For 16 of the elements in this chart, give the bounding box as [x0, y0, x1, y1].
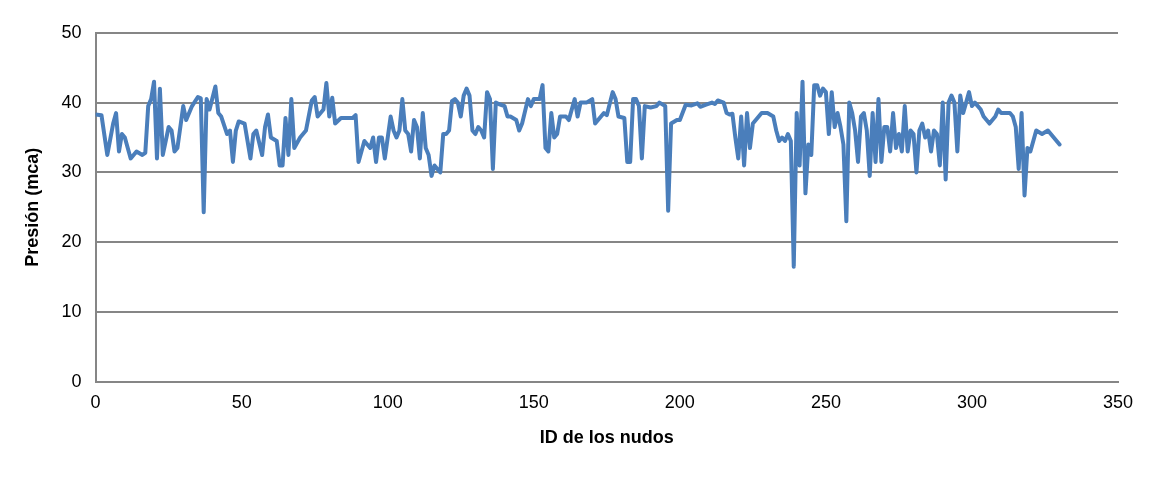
y-tick-label: 50: [61, 21, 82, 42]
x-tick-label: 150: [518, 391, 549, 412]
y-tick-label: 10: [61, 300, 82, 321]
x-tick-label: 200: [664, 391, 695, 412]
y-tick-label: 0: [71, 370, 82, 391]
y-tick-label: 20: [61, 231, 82, 252]
x-axis-title: ID de los nudos: [539, 427, 674, 448]
y-tick-label: 30: [61, 161, 82, 182]
y-axis-title: Presión (mca): [21, 147, 42, 267]
x-tick-label: 0: [90, 391, 101, 412]
x-tick-label: 350: [1102, 391, 1134, 412]
x-tick-label: 300: [956, 391, 987, 412]
x-tick-label: 50: [231, 391, 252, 412]
x-tick-label: 100: [372, 391, 403, 412]
y-tick-label: 40: [61, 91, 82, 112]
x-tick-label: 250: [810, 391, 841, 412]
